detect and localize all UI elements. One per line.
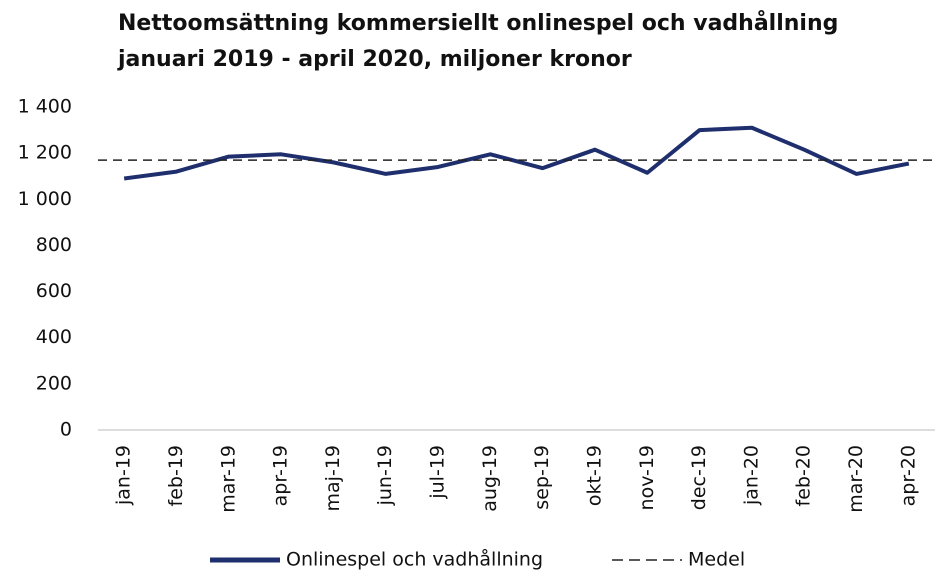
x-tick-label: mar-19: [217, 445, 239, 513]
data-line: [123, 125, 910, 181]
x-tick-label: maj-19: [322, 445, 344, 511]
y-tick-label: 600: [36, 280, 72, 302]
x-tick-label: jan-19: [113, 445, 135, 506]
x-tick-label: apr-20: [897, 445, 919, 506]
x-tick-label: feb-20: [793, 445, 815, 506]
x-tick-label: sep-19: [531, 445, 553, 510]
x-tick-label: jun-19: [374, 445, 396, 506]
x-tick-label: mar-20: [845, 445, 867, 513]
y-tick-label: 1 400: [18, 96, 72, 118]
y-tick-label: 800: [36, 234, 72, 256]
x-tick-label: feb-19: [165, 445, 187, 506]
chart-title: Nettoomsättning kommersiellt onlinespel …: [118, 10, 838, 36]
y-tick-label: 1 200: [18, 142, 72, 164]
legend-label: Medel: [688, 549, 745, 571]
y-tick-label: 1 000: [18, 188, 72, 210]
y-tick-label: 0: [60, 419, 72, 441]
x-tick-label: apr-19: [270, 445, 292, 506]
x-tick-label: jul-19: [427, 445, 449, 500]
x-tick-label: aug-19: [479, 445, 501, 512]
chart-subtitle: januari 2019 - april 2020, miljoner kron…: [117, 47, 632, 72]
x-tick-label: jan-20: [740, 445, 762, 506]
y-tick-label: 200: [36, 372, 72, 394]
x-tick-label: nov-19: [636, 445, 658, 510]
y-tick-label: 400: [36, 326, 72, 348]
legend-label: Onlinespel och vadhållning: [286, 548, 543, 571]
x-tick-label: dec-19: [688, 445, 710, 510]
x-tick-label: okt-19: [583, 445, 605, 506]
